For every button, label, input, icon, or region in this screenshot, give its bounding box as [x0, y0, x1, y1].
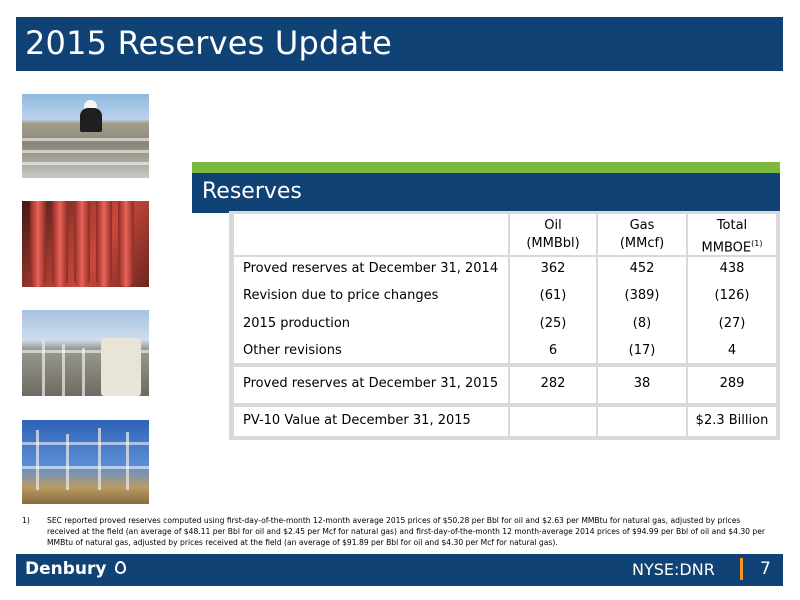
- footer-separator: [740, 558, 743, 580]
- walkway-tank-photo: [22, 310, 149, 396]
- col-gas-line1: Gas: [629, 218, 655, 233]
- header-total-cell: Total MMBOE(1): [688, 214, 776, 255]
- reserves-header: Reserves: [192, 173, 780, 213]
- row-oil: 6: [548, 343, 558, 358]
- red-pipes-photo: [22, 201, 149, 287]
- slide-title: 2015 Reserves Update: [25, 24, 392, 62]
- col-gas-line2: (MMcf): [619, 236, 665, 251]
- row-gas: (17): [628, 343, 656, 358]
- total-row-gas: 38: [633, 376, 651, 391]
- ticker-symbol: NYSE:DNR: [632, 560, 715, 579]
- body-gas-cell: [598, 257, 686, 363]
- pv10-total-cell: [688, 407, 776, 436]
- header-blank-cell: [234, 214, 508, 255]
- oilfield-worker-photo: [22, 94, 149, 178]
- row-oil: 362: [540, 261, 566, 276]
- total-oil-cell: [510, 367, 596, 403]
- row-total: (27): [718, 316, 746, 331]
- total-gas-cell: [598, 367, 686, 403]
- row-label: 2015 production: [243, 316, 351, 331]
- footer-bar: Denbury NYSE:DNR 7: [16, 554, 783, 586]
- total-row-total: 289: [719, 376, 745, 391]
- col-oil-line1: Oil: [544, 218, 562, 233]
- body-oil-cell: [510, 257, 596, 363]
- pv10-row-label: PV-10 Value at December 31, 2015: [243, 413, 471, 428]
- body-total-cell: [688, 257, 776, 363]
- logo-text: Denbury: [25, 559, 107, 579]
- footnote-number: 1): [22, 516, 30, 525]
- pv10-row-total: $2.3 Billion: [695, 413, 769, 428]
- reserves-table: Oil (MMBbl) Gas (MMcf) Total MMBOE(1) Pr…: [229, 211, 780, 440]
- col-total-line2: MMBOE: [701, 240, 752, 256]
- total-row-oil: 282: [540, 376, 566, 391]
- row-label: Proved reserves at December 31, 2014: [243, 261, 499, 276]
- row-oil: (61): [539, 288, 567, 303]
- footnote-text: SEC reported proved reserves computed us…: [47, 516, 766, 547]
- pv10-label-cell: [234, 407, 508, 436]
- header-oil-cell: Oil (MMBbl): [510, 214, 596, 255]
- accent-bar: [192, 162, 780, 173]
- row-gas: (8): [632, 316, 652, 331]
- header-gas-cell: Gas (MMcf): [598, 214, 686, 255]
- row-total: 438: [719, 261, 745, 276]
- row-gas: (389): [624, 288, 660, 303]
- col-total-line1: Total: [716, 218, 748, 233]
- total-label-cell: [234, 367, 508, 403]
- reserves-header-label: Reserves: [202, 179, 302, 204]
- col-oil-line2: (MMBbl): [526, 236, 580, 251]
- footnote: 1) SEC reported proved reserves computed…: [22, 515, 767, 548]
- total-row-label: Proved reserves at December 31, 2015: [243, 376, 499, 391]
- oil-drop-icon: [115, 561, 126, 574]
- row-total: (126): [714, 288, 750, 303]
- row-label: Revision due to price changes: [243, 288, 439, 303]
- row-label: Other revisions: [243, 343, 342, 358]
- body-label-cell: [234, 257, 508, 363]
- total-total-cell: [688, 367, 776, 403]
- pv10-oil-cell: [510, 407, 596, 436]
- row-total: 4: [727, 343, 737, 358]
- col-total-footnote-ref: (1): [751, 239, 763, 248]
- denbury-logo: Denbury: [25, 559, 126, 579]
- steel-structure-photo: [22, 420, 149, 504]
- row-oil: (25): [539, 316, 567, 331]
- pv10-gas-cell: [598, 407, 686, 436]
- page-number: 7: [760, 559, 771, 579]
- row-gas: 452: [629, 261, 655, 276]
- title-bar: 2015 Reserves Update: [16, 17, 783, 71]
